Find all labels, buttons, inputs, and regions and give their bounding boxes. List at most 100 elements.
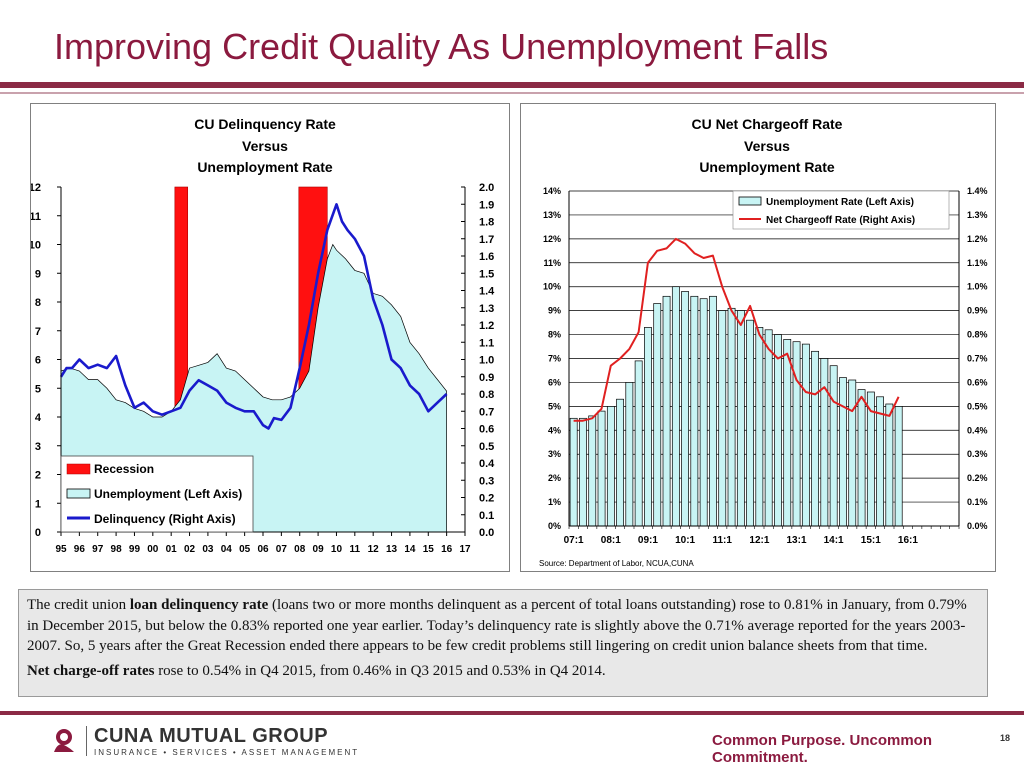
x-axis-tick-label: 97 (92, 544, 104, 555)
x-axis-tick-label: 99 (129, 544, 141, 555)
unemployment-bar (634, 360, 643, 527)
unemployment-bar (746, 319, 754, 527)
x-axis-tick-label: 15:1 (861, 535, 881, 546)
unemployment-bar (681, 291, 689, 527)
legend-swatch-recession (66, 463, 91, 475)
left-axis-tick-label: 10 (31, 240, 41, 252)
left-axis-tick-label: 14% (543, 186, 561, 196)
unemployment-bar (690, 295, 699, 527)
chart2-title-line-3: Unemployment Rate (699, 159, 835, 175)
right-axis-tick-label: 0.3% (967, 449, 988, 459)
left-axis-tick-label: 5 (35, 383, 41, 395)
chart1-title-line-3: Unemployment Rate (197, 159, 333, 175)
unemployment-bar (569, 417, 578, 527)
left-axis-tick-label: 13% (543, 210, 561, 220)
slide-title: Improving Credit Quality As Unemployment… (54, 26, 829, 67)
left-axis-tick-label: 0% (548, 521, 561, 531)
right-axis-tick-label: 0.2% (967, 473, 988, 483)
unemployment-bar (820, 358, 829, 527)
left-axis-tick-label: 12% (543, 234, 561, 244)
right-axis-tick-label: 1.6 (479, 251, 494, 263)
unemployment-bar (597, 410, 606, 527)
right-axis-tick-label: 2.0 (479, 182, 494, 194)
x-axis-tick-label: 16:1 (898, 535, 918, 546)
unemployment-bar (783, 339, 792, 527)
left-axis-tick-label: 12 (31, 182, 41, 194)
left-axis-tick-label: 10% (543, 282, 561, 292)
unemployment-bar (792, 341, 801, 527)
right-axis-tick-label: 1.1% (967, 258, 988, 268)
x-axis-tick-label: 12 (368, 544, 380, 555)
right-axis-tick-label: 0.4 (479, 458, 495, 470)
right-axis-tick-label: 1.8 (479, 217, 494, 229)
chargeoff-line (573, 237, 900, 422)
right-axis-tick-label: 0.8% (967, 330, 988, 340)
left-axis-tick-label: 0 (35, 527, 41, 539)
right-chart-panel: CU Net Chargeoff Rate Versus Unemploymen… (520, 103, 996, 572)
x-axis-tick-label: 14 (404, 544, 416, 555)
x-axis-tick-label: 02 (184, 544, 196, 555)
unemployment-bar (764, 329, 773, 527)
left-axis-tick-label: 6% (548, 377, 561, 387)
left-axis-tick-label: 8% (548, 330, 561, 340)
commentary-p1-post: (loans two or more months delinquent as … (27, 597, 967, 654)
chart2-source: Source: Department of Labor, NCUA,CUNA (539, 559, 694, 568)
x-axis-tick-label: 03 (202, 544, 214, 555)
right-axis-tick-label: 0.6% (967, 377, 988, 387)
unemployment-bar (876, 396, 884, 527)
commentary-paragraph-2: Net charge-off rates rose to 0.54% in Q4… (27, 661, 979, 682)
footer-divider (0, 711, 1024, 715)
x-axis-tick-label: 07 (276, 544, 288, 555)
right-axis-tick-label: 1.7 (479, 234, 494, 246)
logo-separator (86, 726, 87, 756)
left-axis-tick-label: 6 (35, 355, 41, 367)
x-axis-tick-label: 17 (459, 544, 471, 555)
x-axis-tick-label: 07:1 (564, 535, 584, 546)
x-axis-tick-label: 09:1 (638, 535, 658, 546)
x-axis-tick-label: 14:1 (824, 535, 844, 546)
right-axis-tick-label: 0.0 (479, 527, 494, 539)
unemployment-bar (653, 303, 662, 527)
x-axis-tick-label: 11 (350, 544, 361, 555)
left-axis-tick-label: 2 (35, 470, 41, 482)
unemployment-bar (829, 365, 838, 527)
x-axis-tick-label: 15 (423, 544, 435, 555)
x-axis-tick-label: 13 (386, 544, 398, 555)
delinquency-line (59, 203, 448, 430)
x-axis-tick-label: 16 (441, 544, 453, 555)
title-divider-thin (0, 92, 1024, 94)
commentary-box: The credit union loan delinquency rate (… (18, 589, 988, 697)
right-axis-tick-label: 1.9 (479, 199, 494, 211)
right-axis-tick-label: 1.2 (479, 320, 494, 332)
unemployment-bar (606, 406, 615, 527)
legend-swatch-unemployment-rate (738, 196, 762, 206)
commentary-p2-bold: Net charge-off rates (27, 662, 155, 679)
left-axis-tick-label: 4% (548, 425, 561, 435)
unemployment-bar (774, 334, 782, 527)
commentary-p1-bold: loan delinquency rate (129, 597, 269, 613)
x-axis-tick-label: 95 (55, 544, 67, 555)
chargeoff-chart: CU Net Chargeoff Rate Versus Unemploymen… (539, 116, 988, 568)
title-divider (0, 82, 1024, 88)
x-axis-tick-label: 10 (331, 544, 343, 555)
chart2-title-line-2: Versus (744, 138, 790, 154)
cuna-logo-icon (54, 729, 74, 752)
legend-label-recession: Recession (94, 462, 154, 476)
x-axis-tick-label: 01 (166, 544, 178, 555)
legend-label-delinquency: Delinquency (Right Axis) (94, 512, 236, 526)
left-chart-panel: CU Delinquency Rate Versus Unemployment … (29, 103, 510, 572)
left-axis-tick-label: 4 (35, 412, 42, 424)
unemployment-bar (709, 295, 717, 527)
unemployment-bar (801, 343, 810, 527)
x-axis-tick-label: 13:1 (786, 535, 806, 546)
right-axis-tick-label: 1.4 (479, 286, 495, 298)
right-axis-tick-label: 0.9% (967, 306, 988, 316)
unemployment-bar (625, 382, 634, 527)
x-axis-tick-label: 10:1 (675, 535, 695, 546)
right-axis-tick-label: 0.8 (479, 389, 494, 401)
x-axis-tick-label: 06 (257, 544, 269, 555)
right-axis-tick-label: 0.0% (967, 521, 988, 531)
right-axis-tick-label: 0.2 (479, 493, 494, 505)
chart1-legend: Recession Unemployment (Left Axis) Delin… (60, 455, 254, 533)
left-axis-tick-label: 11% (543, 258, 561, 268)
